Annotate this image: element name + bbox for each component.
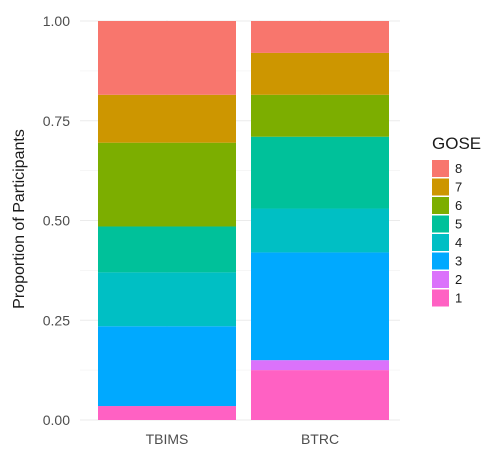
bar-segment-tbims-gose-7 [98, 95, 236, 143]
bar-segment-btrc-gose-4 [251, 209, 389, 253]
legend: GOSE 8 7 6 5 4 3 2 1 [432, 134, 481, 307]
y-tick-label: 0.50 [43, 213, 70, 229]
bar-segment-btrc-gose-7 [251, 53, 389, 95]
legend-swatch-gose-4 [432, 234, 449, 251]
legend-label-gose-8: 8 [455, 161, 462, 176]
bar-segment-tbims-gose-3 [98, 326, 236, 406]
legend-label-gose-3: 3 [455, 254, 462, 269]
bar-segment-btrc-gose-6 [251, 95, 389, 137]
bar-segment-btrc-gose-3 [251, 252, 389, 360]
x-tick-label: TBIMS [146, 431, 189, 447]
legend-label-gose-7: 7 [455, 180, 462, 195]
bar-segment-tbims-gose-8 [98, 21, 236, 95]
bar-segment-btrc-gose-2 [251, 360, 389, 370]
bar-segment-btrc-gose-1 [251, 370, 389, 420]
bar-segment-btrc-gose-8 [251, 21, 389, 53]
legend-swatch-gose-5 [432, 216, 449, 233]
legend-swatch-gose-2 [432, 271, 449, 288]
y-tick-label: 0.75 [43, 113, 70, 129]
x-tick-label: BTRC [301, 431, 339, 447]
legend-swatch-gose-8 [432, 160, 449, 177]
bar-segment-btrc-gose-5 [251, 137, 389, 209]
y-axis-title: Proportion of Participants [11, 129, 28, 309]
legend-label-gose-2: 2 [455, 272, 462, 287]
y-tick-label: 1.00 [43, 13, 70, 29]
legend-label-gose-1: 1 [455, 291, 462, 306]
bar-segment-tbims-gose-5 [98, 226, 236, 272]
legend-swatch-gose-1 [432, 290, 449, 307]
y-tick-label: 0.25 [43, 312, 70, 328]
bar-segment-tbims-gose-4 [98, 272, 236, 326]
y-tick-label: 0.00 [43, 412, 70, 428]
legend-title: GOSE [432, 134, 481, 153]
bar-segment-tbims-gose-1 [98, 406, 236, 420]
legend-swatch-gose-6 [432, 197, 449, 214]
legend-label-gose-5: 5 [455, 217, 462, 232]
legend-label-gose-4: 4 [455, 235, 462, 250]
bar-segment-tbims-gose-6 [98, 143, 236, 227]
legend-swatch-gose-3 [432, 253, 449, 270]
legend-label-gose-6: 6 [455, 198, 462, 213]
legend-swatch-gose-7 [432, 179, 449, 196]
